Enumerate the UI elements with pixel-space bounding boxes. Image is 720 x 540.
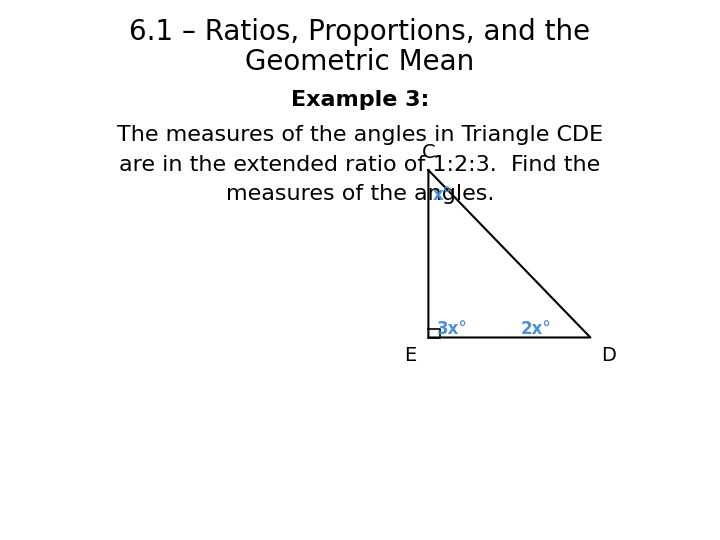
Text: 6.1 – Ratios, Proportions, and the: 6.1 – Ratios, Proportions, and the	[130, 18, 590, 46]
Text: 3x°: 3x°	[437, 320, 467, 339]
Text: x°: x°	[433, 186, 451, 205]
Text: D: D	[601, 346, 616, 365]
Text: C: C	[422, 143, 435, 162]
Text: E: E	[404, 346, 416, 365]
Text: Example 3:: Example 3:	[291, 90, 429, 110]
Text: 2x°: 2x°	[521, 320, 552, 339]
Text: are in the extended ratio of 1:2:3.  Find the: are in the extended ratio of 1:2:3. Find…	[120, 154, 600, 175]
Text: Geometric Mean: Geometric Mean	[246, 48, 474, 76]
Text: measures of the angles.: measures of the angles.	[226, 184, 494, 205]
Text: The measures of the angles in Triangle CDE: The measures of the angles in Triangle C…	[117, 125, 603, 145]
